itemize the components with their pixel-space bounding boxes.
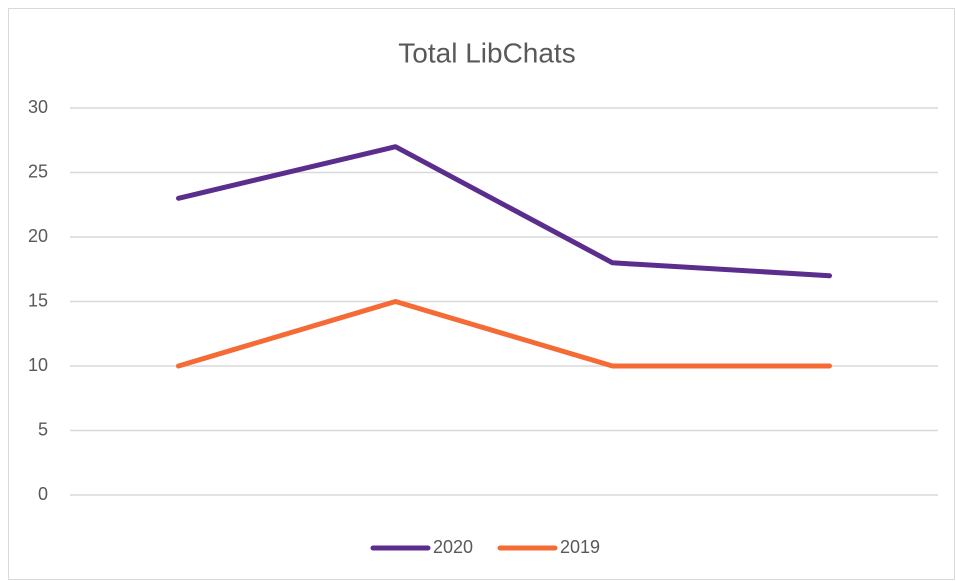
y-tick-label: 15 [28,290,48,310]
y-tick-label: 5 [38,419,48,439]
series-line [176,144,832,279]
legend-label: 2020 [433,537,473,557]
legend-label: 2019 [560,537,600,557]
y-tick-label: 30 [28,97,48,117]
y-tick-label: 0 [38,484,48,504]
series-line [176,299,832,369]
chart-frame [8,8,955,580]
y-tick-label: 10 [28,355,48,375]
y-tick-label: 20 [28,226,48,246]
y-tick-label: 25 [28,161,48,181]
chart-title: Total LibChats [398,37,575,68]
